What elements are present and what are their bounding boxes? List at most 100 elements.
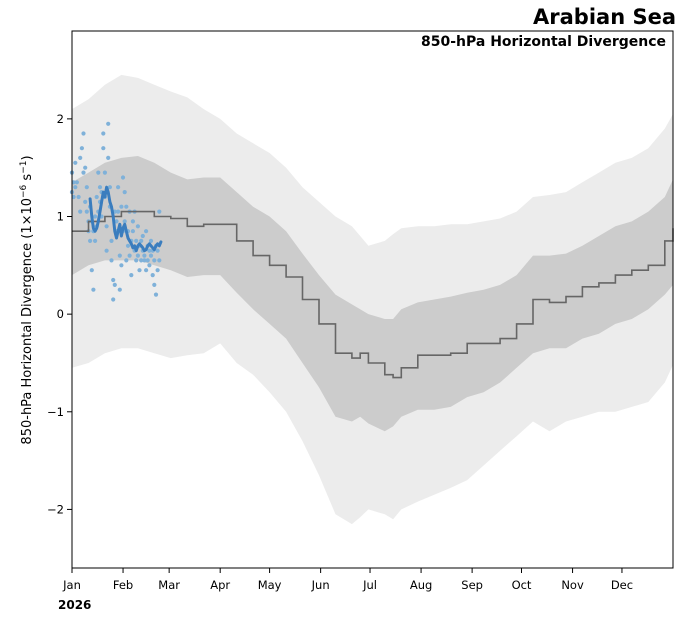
chart-title: Arabian Sea [533, 5, 676, 29]
member-point [109, 238, 114, 243]
member-point [125, 243, 131, 248]
member-point [102, 170, 107, 175]
member-point [142, 253, 147, 258]
member-point [155, 268, 160, 273]
x-tick-label: Jan [62, 578, 81, 592]
x-tick-label: Jun [311, 578, 330, 592]
climatology-line [72, 210, 674, 379]
year-label: 2026 [58, 598, 91, 612]
x-tick-label: Aug [410, 578, 432, 592]
member-point [150, 273, 155, 278]
member-point [139, 258, 144, 263]
y-axis-ticks: −2 −1 0 1 2 [47, 112, 72, 516]
member-point [124, 258, 129, 263]
member-point [109, 258, 114, 263]
member-point [135, 224, 140, 229]
x-tick-label: Nov [561, 578, 584, 592]
member-point [145, 258, 150, 263]
member-point [144, 268, 149, 273]
member-point [88, 238, 93, 243]
member-point [96, 170, 101, 175]
member-point [142, 258, 147, 263]
y-tick-label: 2 [57, 112, 64, 126]
member-point [124, 204, 129, 209]
member-point [116, 185, 121, 190]
member-point [147, 263, 152, 268]
member-point [152, 258, 157, 263]
member-point [130, 229, 135, 234]
x-axis-ticks: Jan Feb Mar Apr May Jun Jul Aug Sep Oct Nov Dec [62, 568, 633, 592]
member-point [129, 273, 134, 278]
member-point [140, 233, 145, 239]
member-point [111, 297, 116, 302]
current-line [88, 185, 163, 253]
member-point [79, 146, 84, 151]
member-point [122, 190, 127, 195]
member-point [73, 160, 78, 165]
member-point [119, 204, 124, 209]
y-tick-label: −1 [47, 405, 64, 419]
member-point [83, 165, 88, 170]
y-axis-label: 850-hPa Horizontal Divergence (1×10−6 s−… [19, 155, 35, 444]
member-point [117, 287, 122, 292]
ensemble-members [69, 121, 162, 302]
member-point [91, 287, 96, 292]
member-point [93, 238, 98, 243]
member-point [144, 229, 149, 234]
member-point [84, 185, 89, 190]
member-point [71, 180, 76, 185]
member-point [84, 209, 89, 214]
x-tick-label: Mar [158, 578, 180, 592]
member-point [134, 258, 139, 263]
member-point [93, 214, 98, 219]
y-tick-label: 0 [57, 307, 64, 321]
member-point [74, 180, 79, 185]
x-tick-label: Feb [113, 578, 133, 592]
member-point [104, 248, 109, 253]
member-point [137, 268, 142, 273]
y-axis-label-exp2: −1 [19, 161, 29, 174]
x-tick-label: Jul [362, 578, 377, 592]
member-point [119, 263, 124, 268]
member-point [114, 219, 119, 224]
member-point [117, 253, 122, 258]
member-point [106, 121, 111, 126]
member-point [78, 209, 83, 214]
member-point [83, 199, 88, 204]
y-axis-label-main: 850-hPa Horizontal Divergence (1×10 [20, 198, 35, 445]
member-point [89, 268, 94, 273]
member-point [122, 219, 127, 224]
member-point [73, 185, 78, 190]
member-point [81, 170, 86, 175]
member-point [153, 292, 159, 297]
member-point [101, 131, 106, 136]
chart-subtitle: 850-hPa Horizontal Divergence [421, 34, 666, 50]
y-tick-label: −2 [47, 502, 64, 516]
y-axis-label-mid: s [20, 174, 35, 185]
member-point [134, 238, 139, 243]
member-point [157, 258, 162, 263]
member-point [139, 238, 144, 243]
member-point [135, 253, 140, 258]
member-point [147, 248, 152, 253]
member-point [157, 209, 162, 214]
plot-frame [71, 30, 674, 569]
member-point [130, 219, 135, 224]
member-point [112, 282, 117, 287]
member-point [155, 248, 160, 253]
member-point [94, 194, 99, 200]
member-point [116, 209, 121, 214]
member-point [101, 146, 106, 151]
x-tick-label: Dec [611, 578, 633, 592]
y-tick-label: 1 [57, 210, 64, 224]
x-tick-label: May [258, 578, 282, 592]
member-point [97, 185, 103, 190]
member-point [111, 277, 116, 283]
member-point [81, 131, 86, 136]
member-point [148, 238, 154, 243]
member-point [71, 194, 76, 200]
member-point [107, 185, 112, 190]
member-point [120, 175, 126, 180]
x-tick-label: Oct [512, 578, 532, 592]
